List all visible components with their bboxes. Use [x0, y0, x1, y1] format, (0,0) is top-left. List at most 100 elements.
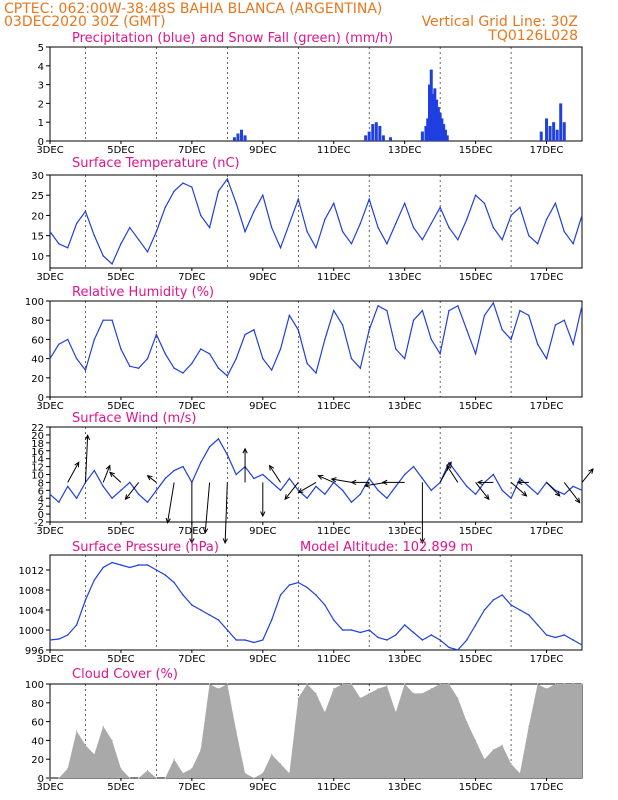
y-tick-label: 15 — [31, 232, 44, 243]
wind-arrowhead — [84, 434, 91, 441]
wind-arrowhead — [165, 517, 171, 524]
panel-temp: Surface Temperature (nC) 10 15 20 25 30 3DEC 5D… — [31, 156, 583, 283]
pressure-point — [421, 639, 424, 641]
rh-point — [368, 329, 370, 331]
x-tick-label: 5DEC — [107, 782, 134, 793]
rh-point — [67, 338, 69, 341]
x-tick-label: 13DEC — [388, 145, 422, 156]
precip-bar — [378, 125, 382, 141]
wind-arrowhead — [446, 464, 452, 471]
wind-point — [93, 469, 96, 472]
pressure-point — [474, 624, 477, 626]
temp-point — [164, 206, 166, 209]
wind-point — [474, 493, 477, 495]
wind-vector — [298, 481, 317, 493]
cloud-point — [262, 772, 264, 774]
wind-point — [253, 477, 255, 480]
rh-point — [430, 338, 432, 341]
wind-arrowhead — [146, 474, 153, 481]
y-tick-label: 4 — [38, 62, 44, 73]
panel-title: Surface Temperature (nC) — [72, 156, 240, 171]
rh-point — [200, 348, 202, 350]
y-tick-label: 5 — [38, 43, 44, 54]
x-tick-label: 13DEC — [388, 526, 422, 537]
cloud-point — [217, 688, 220, 690]
wind-vector — [84, 435, 89, 483]
cloud-point — [49, 777, 51, 779]
x-tick-label: 3DEC — [36, 272, 63, 283]
precip-bar — [388, 137, 392, 141]
temp-line — [49, 177, 583, 265]
temp-point — [155, 230, 158, 233]
wind-arrowhead — [521, 491, 528, 497]
precip-bar — [431, 94, 435, 141]
pressure-point — [403, 624, 406, 626]
y-tick-label: 16 — [31, 447, 44, 458]
precip-bar — [440, 118, 444, 141]
rh-point — [448, 309, 450, 312]
wind-point — [377, 489, 379, 492]
wind-point — [279, 489, 282, 492]
wind-vector — [102, 465, 111, 483]
model-altitude: Model Altitude: 102.899 m — [300, 540, 473, 555]
cloud-point — [288, 772, 290, 774]
x-tick-label: 9DEC — [249, 526, 276, 537]
pressure-point — [324, 604, 326, 606]
rh-point — [217, 367, 220, 369]
x-tick-label: 17DEC — [530, 654, 564, 665]
rh-point — [421, 309, 424, 312]
x-tick-label: 15DEC — [459, 526, 493, 537]
wind-point — [120, 489, 122, 492]
y-tick-label: 1 — [38, 118, 44, 129]
y-tick-label: 4 — [38, 494, 44, 505]
wind-point — [102, 485, 104, 488]
wind-vector — [109, 471, 122, 483]
cloud-point — [209, 683, 211, 685]
y-tick-label: 0 — [38, 510, 44, 521]
y-tick-label: 0 — [38, 393, 44, 404]
cloud-point — [537, 683, 539, 685]
run-date: 03DEC2020 30Z (GMT) — [4, 14, 166, 30]
x-tick-label: 5DEC — [107, 654, 134, 665]
y-tick-label: 12 — [31, 463, 44, 474]
pressure-point — [572, 639, 574, 641]
wind-arrowhead — [260, 511, 266, 518]
cloud-point — [271, 753, 273, 756]
x-tick-label: 9DEC — [249, 782, 276, 793]
x-tick-label: 9DEC — [249, 401, 276, 412]
y-tick-label: 40 — [31, 736, 44, 747]
pressure-point — [279, 594, 282, 596]
cloud-point — [102, 725, 104, 727]
y-tick-label: 996 — [25, 646, 44, 657]
pressure-point — [545, 634, 548, 636]
rh-point — [563, 319, 565, 321]
cloud-point — [519, 772, 521, 774]
pressure-point — [466, 639, 468, 641]
cloud-point — [359, 697, 361, 699]
rh-point — [466, 329, 468, 331]
y-tick-label: 20 — [31, 211, 44, 222]
temp-point — [146, 251, 149, 253]
x-tick-label: 15DEC — [459, 654, 493, 665]
pressure-point — [217, 619, 220, 621]
pressure-point — [137, 564, 140, 566]
pressure-point — [306, 586, 308, 589]
cloud-point — [483, 758, 486, 760]
temp-point — [253, 210, 255, 213]
rh-point — [182, 372, 184, 374]
temp-point — [536, 243, 539, 245]
wind-vector — [510, 482, 527, 497]
rh-point — [244, 333, 246, 336]
pressure-point — [146, 564, 149, 566]
wind-point — [75, 497, 78, 499]
plot-frame — [49, 554, 583, 651]
rh-point — [483, 314, 486, 317]
rh-point — [84, 369, 87, 371]
cloud-point — [430, 688, 432, 690]
cloud-point — [404, 683, 406, 685]
wind-vector — [224, 482, 228, 543]
wind-arrowhead — [574, 497, 581, 504]
cloud-point — [279, 763, 282, 765]
rh-point — [137, 367, 140, 369]
cloud-point — [492, 749, 494, 751]
